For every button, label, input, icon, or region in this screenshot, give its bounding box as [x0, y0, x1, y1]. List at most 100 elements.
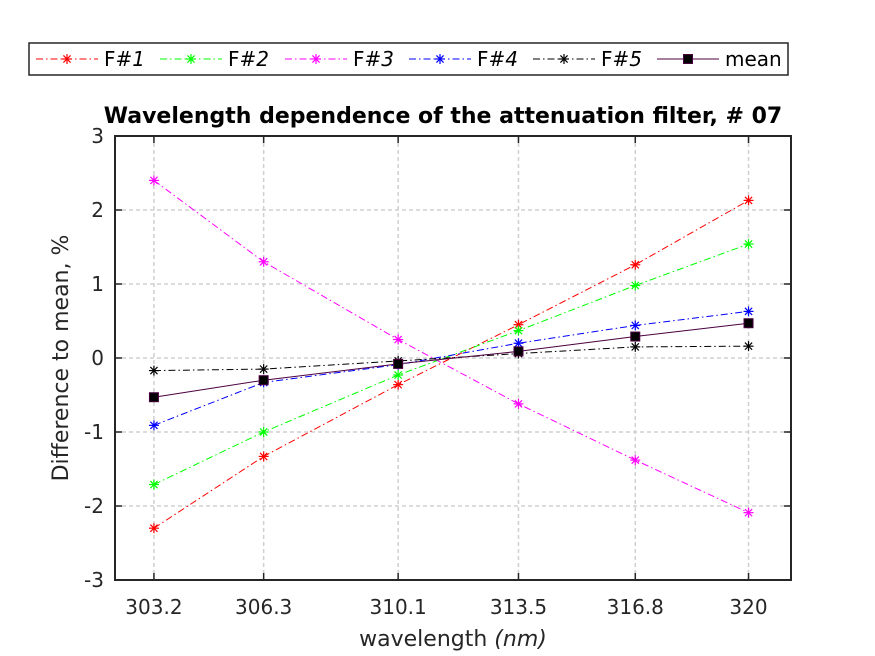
legend-label-prefix: F [601, 47, 613, 71]
marker-stroke [631, 456, 640, 465]
y-tick-label: 2 [91, 198, 104, 222]
data-point [393, 334, 404, 345]
data-point [258, 375, 269, 386]
marker-stroke [631, 342, 640, 351]
data-point [258, 427, 269, 437]
data-point [513, 319, 524, 330]
marker-stroke [259, 452, 268, 461]
marker-stroke [514, 326, 523, 335]
data-point [743, 239, 754, 250]
data-point [743, 507, 754, 518]
data-point [630, 280, 641, 291]
marker-stroke [259, 257, 268, 266]
x-tick-label: 303.2 [125, 595, 182, 619]
series-line [153, 199, 749, 529]
legend-entry: F#2 [160, 47, 269, 71]
x-axis-label-text: wavelength [359, 627, 487, 652]
legend-entry: F#5 [533, 47, 642, 71]
legend-label-suffix: #2 [240, 47, 269, 71]
series-f2 [148, 239, 754, 490]
legend-marker [62, 54, 72, 64]
marker-stroke [62, 54, 72, 64]
data-point [630, 341, 641, 352]
data-point [148, 523, 159, 534]
legend-marker [683, 54, 693, 64]
marker-stroke [149, 421, 158, 430]
series-line [153, 310, 749, 426]
legend-label-prefix: F [104, 47, 116, 71]
y-tick-label: 3 [91, 124, 104, 148]
marker-stroke [744, 307, 753, 316]
legend-entry: F#3 [285, 47, 394, 71]
x-tick-label: 310.1 [370, 595, 427, 619]
marker-stroke [559, 54, 569, 64]
data-point [743, 341, 754, 352]
marker-stroke [394, 370, 403, 380]
data-point [148, 420, 159, 431]
legend-marker [435, 54, 445, 64]
data-point [743, 306, 754, 317]
series-layer [148, 175, 754, 534]
marker-stroke [435, 54, 445, 64]
legend-label-suffix: #5 [613, 47, 642, 71]
data-point [258, 451, 269, 462]
legend-marker [311, 54, 321, 64]
legend-marker [186, 54, 196, 64]
data-point [148, 392, 159, 403]
legend-marker [559, 54, 569, 64]
x-tick-label: 316.8 [607, 595, 664, 619]
series-line [153, 322, 749, 398]
marker-stroke [744, 508, 753, 517]
marker-stroke [149, 176, 158, 185]
x-axis-label: wavelength (nm) [359, 627, 547, 652]
marker-stroke [514, 320, 523, 329]
data-point [630, 455, 641, 466]
legend-label: F#5 [601, 47, 642, 71]
marker-stroke [394, 380, 403, 389]
x-tick-label: 306.3 [235, 595, 292, 619]
marker-stroke [259, 427, 268, 437]
data-point [743, 195, 754, 206]
legend-entry: F#1 [36, 47, 145, 71]
marker-stroke [259, 365, 268, 374]
legend-entry: F#4 [409, 47, 518, 71]
x-tick-label: 320 [729, 595, 767, 619]
y-tick-label: -2 [84, 494, 104, 518]
legend: F#1 F#2 F#3 F#4 F#5 mean [28, 42, 789, 76]
data-point [148, 175, 159, 186]
marker-stroke [311, 54, 321, 64]
legend-label: mean [725, 47, 782, 71]
y-tick-label: -1 [84, 420, 104, 444]
marker-stroke [149, 366, 158, 375]
series-line [153, 243, 749, 485]
grid [115, 136, 791, 580]
marker-stroke [631, 260, 640, 269]
legend-label-prefix: mean [725, 47, 782, 71]
y-tick-label: -3 [84, 568, 104, 592]
y-axis-label: Difference to mean, % [49, 235, 74, 482]
legend-label-prefix: F [353, 47, 365, 71]
legend-label-prefix: F [228, 47, 240, 71]
data-point [393, 358, 404, 369]
legend-label: F#4 [477, 47, 518, 71]
y-tick-label: 0 [91, 346, 104, 370]
legend-label-prefix: F [477, 47, 489, 71]
data-point [630, 331, 641, 342]
legend-label-suffix: #4 [489, 47, 518, 71]
marker-stroke [631, 281, 640, 290]
legend-entry: mean [657, 47, 782, 71]
legend-label-suffix: #3 [365, 47, 394, 71]
data-point [630, 320, 641, 331]
data-point [513, 325, 524, 336]
legend-label: F#2 [228, 47, 269, 71]
x-tick-label: 313.5 [490, 595, 547, 619]
marker-stroke [186, 54, 196, 64]
data-point [148, 479, 159, 490]
marker-stroke [149, 524, 158, 533]
series-f3 [148, 175, 754, 518]
series-line [153, 179, 749, 514]
data-point [513, 346, 524, 357]
data-point [258, 364, 269, 375]
y-tick-label: 1 [91, 272, 104, 296]
